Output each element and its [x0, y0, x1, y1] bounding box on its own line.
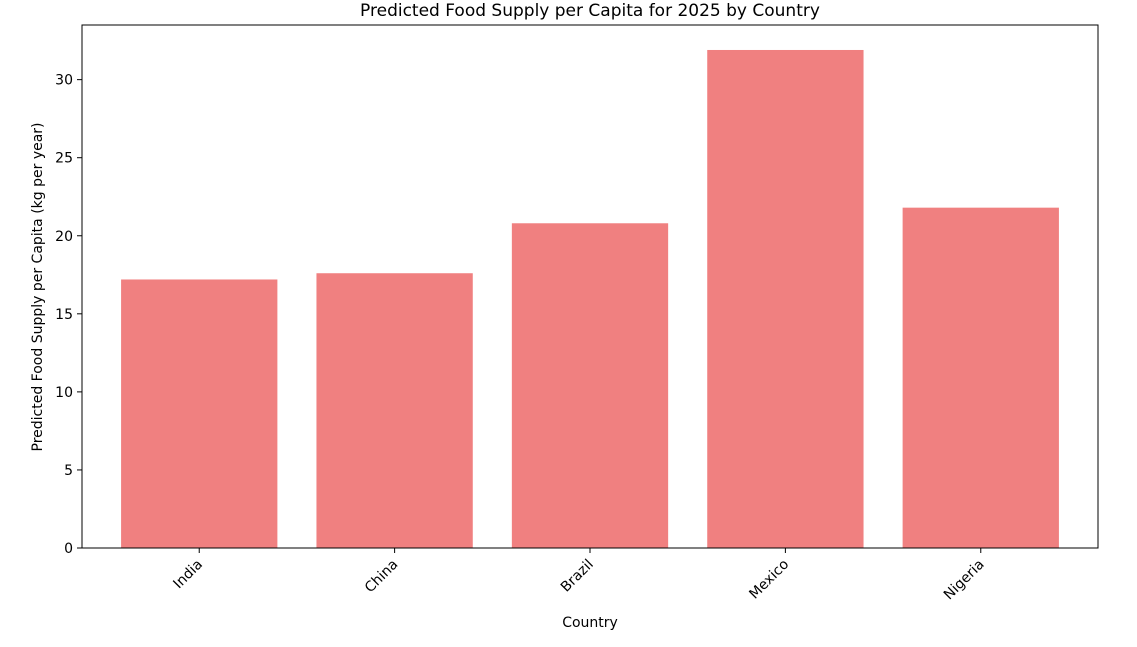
y-tick-label-10: 10 [55, 385, 73, 401]
x-tick-label-india: India [170, 557, 206, 593]
x-tick-label-mexico: Mexico [746, 557, 792, 603]
y-tick-label-5: 5 [64, 463, 73, 479]
y-axis-label: Predicted Food Supply per Capita (kg per… [30, 122, 46, 451]
y-tick-label-0: 0 [64, 541, 73, 557]
x-axis: India China Brazil Mexico Nigeria [170, 548, 988, 604]
y-tick-label-30: 30 [55, 73, 73, 89]
x-tick-label-nigeria: Nigeria [941, 557, 988, 604]
bar-mexico [707, 49, 864, 549]
bar-china [316, 273, 473, 548]
y-tick-label-20: 20 [55, 229, 73, 245]
y-tick-label-15: 15 [55, 307, 73, 323]
bar-nigeria [902, 207, 1059, 548]
y-tick-label-25: 25 [55, 151, 73, 167]
bars-layer [121, 49, 1059, 549]
bar-brazil [511, 223, 669, 548]
chart-title: Predicted Food Supply per Capita for 202… [360, 1, 820, 21]
plot-frame [81, 24, 1099, 549]
y-axis: 0 5 10 15 20 25 30 [55, 73, 82, 557]
x-tick-label-china: China [362, 557, 402, 597]
x-tick-label-brazil: Brazil [558, 557, 597, 596]
x-axis-label: Country [562, 615, 618, 631]
bar-india [121, 279, 278, 548]
